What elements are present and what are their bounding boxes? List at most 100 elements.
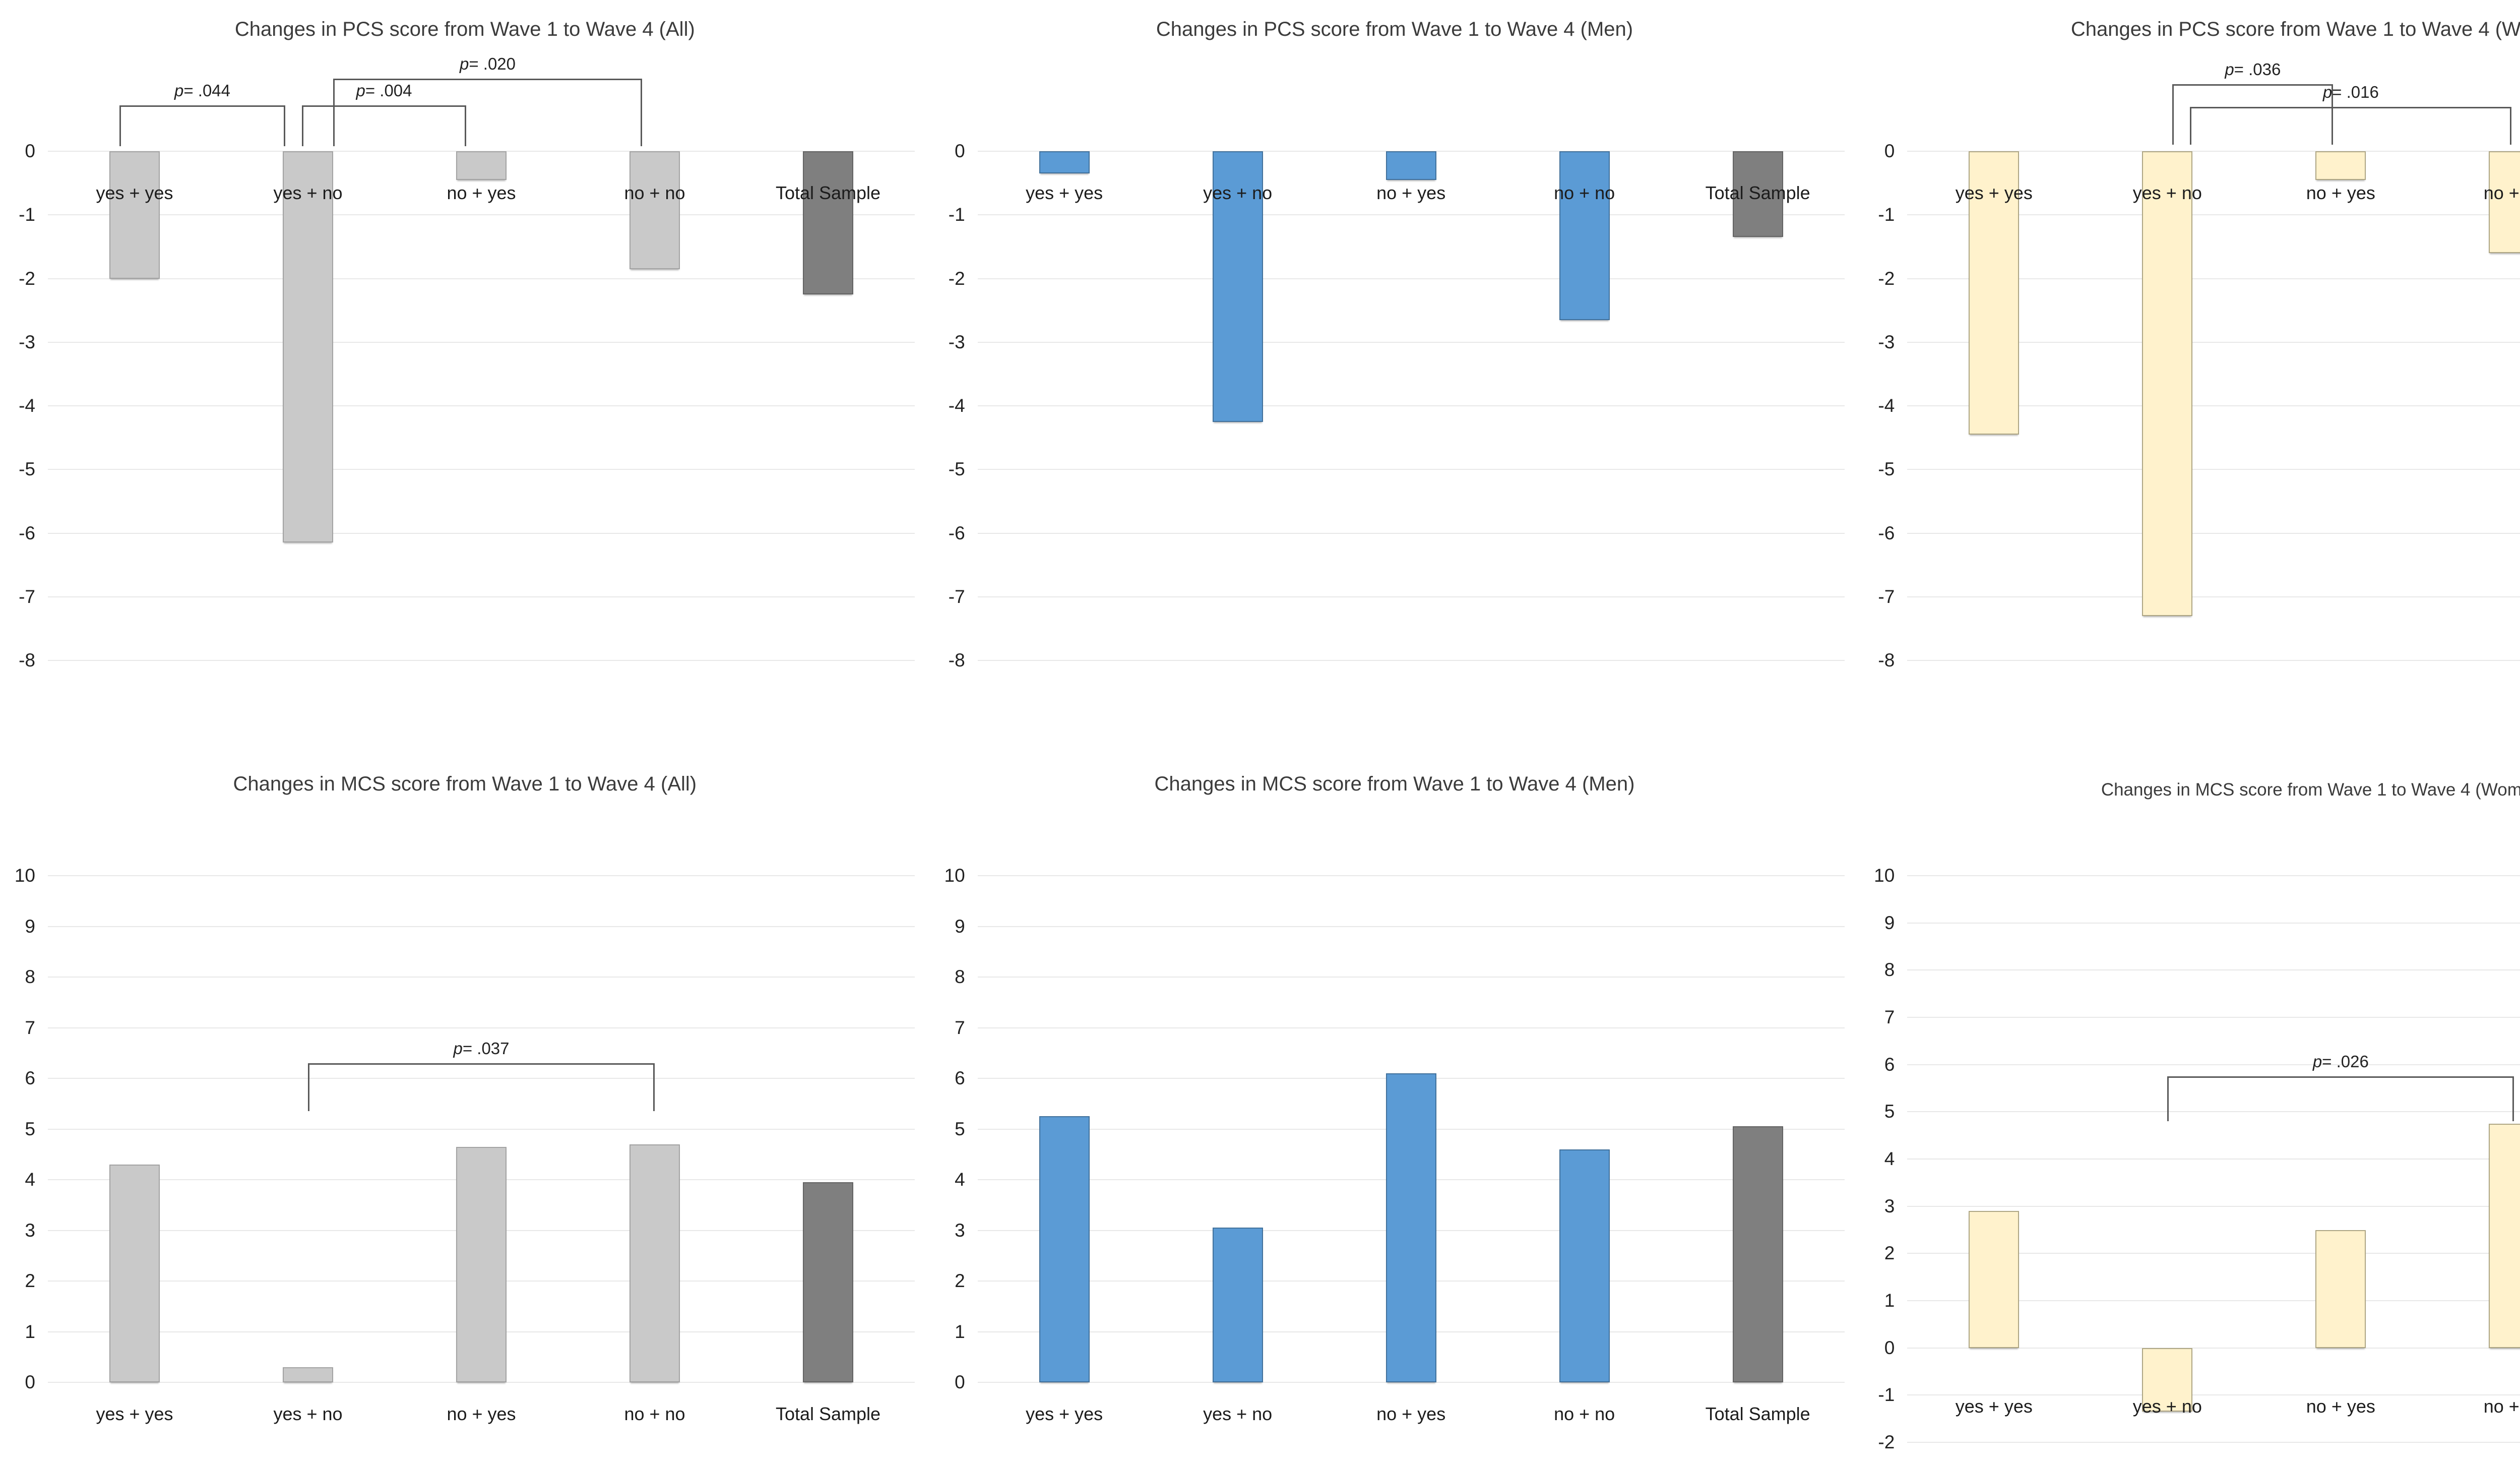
gridline-y-1 <box>1907 1394 2520 1396</box>
bar-no+no <box>1559 1149 1610 1382</box>
category-label: no + no <box>624 1404 685 1424</box>
y-axis-tick: -5 <box>19 459 35 480</box>
gridline-y-8 <box>48 660 915 661</box>
bar-no+yes <box>1385 151 1436 180</box>
y-axis-tick: -3 <box>19 331 35 352</box>
y-axis-tick: -8 <box>948 650 965 670</box>
gridline-y10 <box>977 875 1845 876</box>
gridline-y-3 <box>1907 341 2520 343</box>
y-axis-tick: 8 <box>955 966 965 987</box>
y-axis-tick: 2 <box>1884 1243 1895 1264</box>
bar-yes+yes <box>1039 1116 1090 1382</box>
gridline-y0 <box>48 1382 915 1383</box>
y-axis-tick: -3 <box>948 331 965 352</box>
chart-pcs-all: Changes in PCS score from Wave 1 to Wave… <box>0 0 930 731</box>
y-axis-tick: -3 <box>1878 331 1895 352</box>
chart-title: Changes in PCS score from Wave 1 to Wave… <box>1156 18 1633 40</box>
chart-pcs-women: Changes in PCS score from Wave 1 to Wave… <box>1859 0 2520 731</box>
y-axis-tick: 0 <box>25 1372 35 1392</box>
bar-yes+no <box>283 151 333 543</box>
category-label: no + yes <box>1376 182 1446 203</box>
bar-yes+yes <box>1039 151 1090 174</box>
gridline-y8 <box>1907 969 2520 971</box>
bar-total-sample <box>803 1182 853 1382</box>
y-axis-tick: -5 <box>948 459 965 480</box>
y-axis-tick: 4 <box>25 1169 35 1190</box>
y-axis-tick: 2 <box>25 1270 35 1291</box>
bar-no+no <box>2489 151 2520 253</box>
gridline-y-1 <box>977 214 1845 216</box>
y-axis-tick: 9 <box>25 916 35 937</box>
bar-total-sample <box>1732 1126 1783 1382</box>
y-axis-tick: 6 <box>1884 1054 1895 1075</box>
gridline-y1 <box>1907 1300 2520 1301</box>
bar-yes+yes <box>109 1164 160 1382</box>
y-axis-tick: 0 <box>955 1372 965 1392</box>
gridline-y0 <box>1907 151 2520 152</box>
p-value-label: p= .004 <box>356 81 412 100</box>
y-axis-tick: 7 <box>25 1017 35 1038</box>
category-label: yes + no <box>1203 1404 1273 1424</box>
category-label: no + yes <box>447 182 516 203</box>
gridline-y-4 <box>48 405 915 406</box>
y-axis-tick: -6 <box>948 522 965 543</box>
y-axis-tick: 0 <box>955 141 965 161</box>
y-axis-tick: -1 <box>948 204 965 225</box>
y-axis-tick: 2 <box>955 1270 965 1291</box>
significance-bracket <box>302 105 466 146</box>
y-axis-tick: 10 <box>1874 865 1895 886</box>
gridline-y-2 <box>48 278 915 279</box>
gridline-y-6 <box>977 532 1845 534</box>
y-axis-tick: -4 <box>1878 395 1895 416</box>
bar-yes+no <box>1212 1228 1263 1382</box>
category-label: yes + no <box>1203 182 1273 203</box>
gridline-y-5 <box>977 469 1845 470</box>
gridline-y-4 <box>1907 405 2520 406</box>
y-axis-tick: -2 <box>948 268 965 289</box>
p-value-label: p= .016 <box>2322 82 2379 101</box>
y-axis-tick: 5 <box>1884 1101 1895 1122</box>
gridline-y3 <box>1907 1205 2520 1207</box>
gridline-y9 <box>48 926 915 927</box>
bar-total-sample <box>1732 151 1783 237</box>
y-axis-tick: -1 <box>1878 1384 1895 1406</box>
category-label: yes + no <box>273 1404 343 1424</box>
bar-no+yes <box>456 1146 507 1382</box>
y-axis-tick: 3 <box>955 1220 965 1241</box>
y-axis-tick: -7 <box>948 586 965 607</box>
category-label: yes + no <box>2132 182 2202 203</box>
bar-yes+yes <box>1969 1211 2020 1348</box>
bar-no+yes <box>456 151 507 180</box>
category-label: Total Sample <box>775 182 881 203</box>
bar-yes+no <box>2142 151 2193 616</box>
bar-no+yes <box>2315 1230 2366 1348</box>
gridline-y5 <box>48 1128 915 1130</box>
y-axis-tick: 8 <box>1884 959 1895 981</box>
category-label: no + yes <box>1376 1404 1446 1424</box>
gridline-y5 <box>1907 1111 2520 1113</box>
gridline-y6 <box>48 1078 915 1079</box>
chart-title: Changes in MCS score from Wave 1 to Wave… <box>1154 773 1635 795</box>
gridline-y-5 <box>48 469 915 470</box>
gridline-y-3 <box>48 341 915 343</box>
gridline-y9 <box>1907 922 2520 924</box>
category-label: no + yes <box>2306 1395 2375 1417</box>
y-axis-tick: 4 <box>955 1169 965 1190</box>
significance-bracket <box>2172 84 2334 145</box>
bar-no+no <box>629 151 680 269</box>
y-axis-tick: -2 <box>19 268 35 289</box>
bar-no+no <box>629 1144 680 1382</box>
significance-bracket <box>2190 106 2512 145</box>
significance-bracket <box>119 105 285 146</box>
bar-yes+no <box>283 1367 333 1382</box>
y-axis-tick: 3 <box>1884 1195 1895 1216</box>
gridline-y8 <box>48 977 915 978</box>
gridline-y9 <box>977 926 1845 927</box>
y-axis-tick: 1 <box>25 1321 35 1342</box>
significance-bracket <box>308 1063 655 1112</box>
p-value-label: p= .036 <box>2225 60 2281 79</box>
y-axis-tick: -4 <box>948 395 965 416</box>
y-axis-tick: 1 <box>1884 1290 1895 1311</box>
gridline-y10 <box>1907 875 2520 876</box>
